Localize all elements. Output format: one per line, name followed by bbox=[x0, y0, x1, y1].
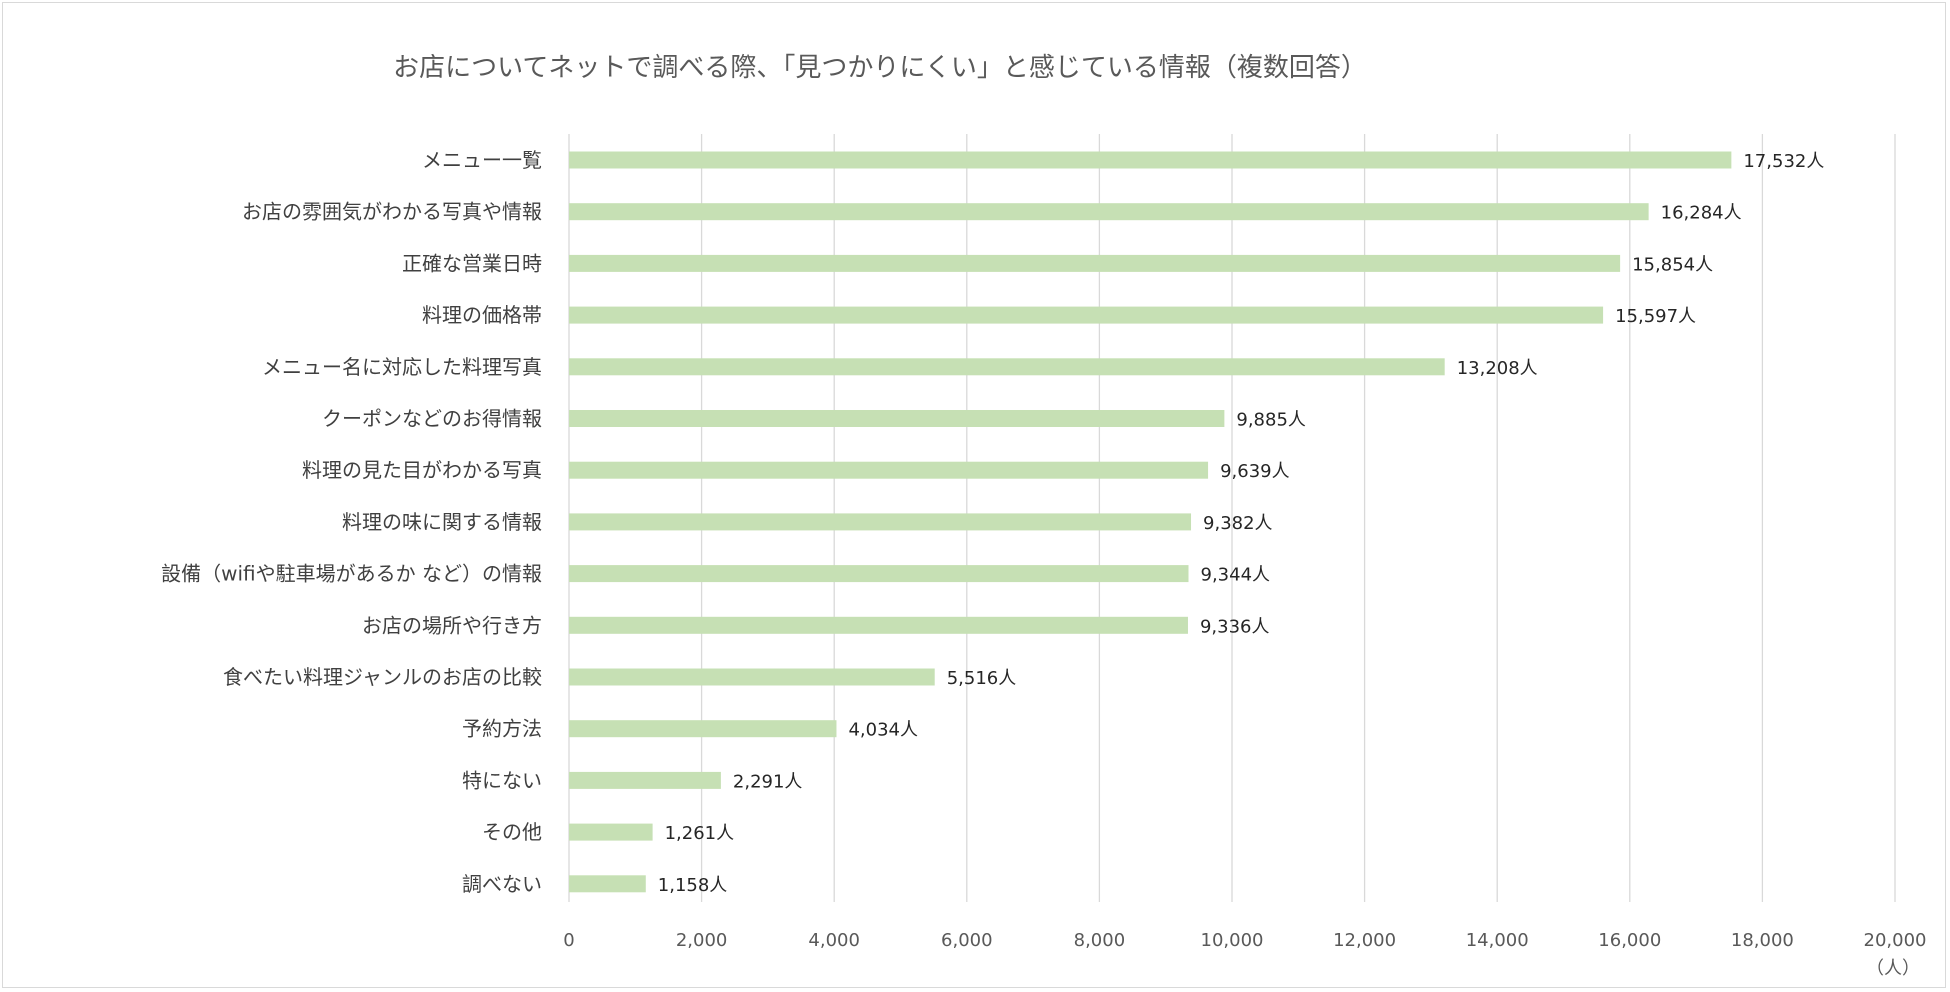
bar bbox=[569, 565, 1189, 583]
bars bbox=[569, 151, 1732, 893]
category-label: 設備（wifiや駐車場があるか など）の情報 bbox=[161, 562, 542, 586]
bar bbox=[569, 771, 721, 789]
data-label: 13,208人 bbox=[1457, 358, 1538, 379]
category-label: クーポンなどのお得情報 bbox=[322, 407, 542, 431]
bar bbox=[569, 513, 1192, 531]
data-label: 15,854人 bbox=[1632, 254, 1713, 275]
data-label: 17,532人 bbox=[1743, 151, 1824, 172]
data-label: 9,336人 bbox=[1200, 616, 1270, 637]
chart-title: お店についてネットで調べる際、「見つかりにくい」と感じている情報（複数回答） bbox=[393, 53, 1367, 83]
x-tick-label: 18,000 bbox=[1731, 930, 1794, 951]
bar bbox=[569, 720, 837, 738]
category-label: 料理の見た目がわかる写真 bbox=[302, 458, 542, 482]
bar bbox=[569, 358, 1445, 376]
x-tick-label: 16,000 bbox=[1598, 930, 1661, 951]
bar bbox=[569, 306, 1604, 324]
data-label: 9,885人 bbox=[1236, 410, 1306, 431]
x-tick-label: 4,000 bbox=[808, 930, 860, 951]
bar bbox=[569, 410, 1225, 427]
x-tick-label: 20,000 bbox=[1864, 930, 1927, 951]
data-label: 9,639人 bbox=[1220, 461, 1290, 482]
data-label: 16,284人 bbox=[1661, 203, 1742, 224]
bar bbox=[569, 461, 1209, 479]
data-label: 9,344人 bbox=[1201, 565, 1271, 586]
category-label: 料理の味に関する情報 bbox=[342, 510, 542, 534]
x-axis-ticks: 0 2,000 4,000 6,000 8,000 10,000 12,000 14,000 1… bbox=[563, 930, 1926, 951]
category-labels: メニュー一覧お店の雰囲気がわかる写真や情報正確な営業日時料理の価格帯メニュー名に… bbox=[161, 148, 542, 896]
category-label: 特にない bbox=[462, 768, 542, 792]
bar bbox=[569, 668, 935, 686]
data-label: 9,382人 bbox=[1203, 513, 1273, 534]
data-label: 5,516人 bbox=[947, 668, 1017, 689]
category-label: 予約方法 bbox=[462, 717, 542, 741]
category-label: お店の場所や行き方 bbox=[362, 613, 542, 637]
data-label: 1,261人 bbox=[665, 823, 735, 844]
category-label: その他 bbox=[482, 820, 542, 844]
category-label: 調べない bbox=[462, 872, 542, 896]
x-tick-label: 10,000 bbox=[1201, 930, 1264, 951]
x-tick-label: 0 bbox=[563, 930, 574, 951]
category-label: お店の雰囲気がわかる写真や情報 bbox=[242, 200, 542, 224]
bar bbox=[569, 254, 1621, 272]
x-tick-label: 12,000 bbox=[1333, 930, 1396, 951]
category-label: メニュー一覧 bbox=[422, 148, 542, 172]
x-tick-label: 2,000 bbox=[676, 930, 728, 951]
data-labels: 17,532人 16,284人 15,854人 15,597人 13,208人 9,885… bbox=[658, 151, 1825, 896]
data-label: 1,158人 bbox=[658, 875, 728, 896]
bar bbox=[569, 875, 646, 893]
bar bbox=[569, 616, 1188, 634]
x-tick-label: 14,000 bbox=[1466, 930, 1529, 951]
x-tick-label: 6,000 bbox=[941, 930, 993, 951]
category-label: 正確な営業日時 bbox=[402, 251, 542, 275]
data-label: 15,597人 bbox=[1615, 306, 1696, 327]
bar bbox=[569, 203, 1649, 221]
category-label: 料理の価格帯 bbox=[422, 303, 542, 327]
category-label: メニュー名に対応した料理写真 bbox=[262, 355, 542, 379]
data-label: 4,034人 bbox=[848, 720, 918, 741]
data-label: 2,291人 bbox=[733, 771, 803, 792]
category-label: 食べたい料理ジャンルのお店の比較 bbox=[223, 665, 542, 689]
x-tick-label: 8,000 bbox=[1074, 930, 1126, 951]
x-axis-unit-label: （人） bbox=[1866, 958, 1920, 979]
bar bbox=[569, 151, 1732, 169]
bar bbox=[569, 823, 653, 841]
